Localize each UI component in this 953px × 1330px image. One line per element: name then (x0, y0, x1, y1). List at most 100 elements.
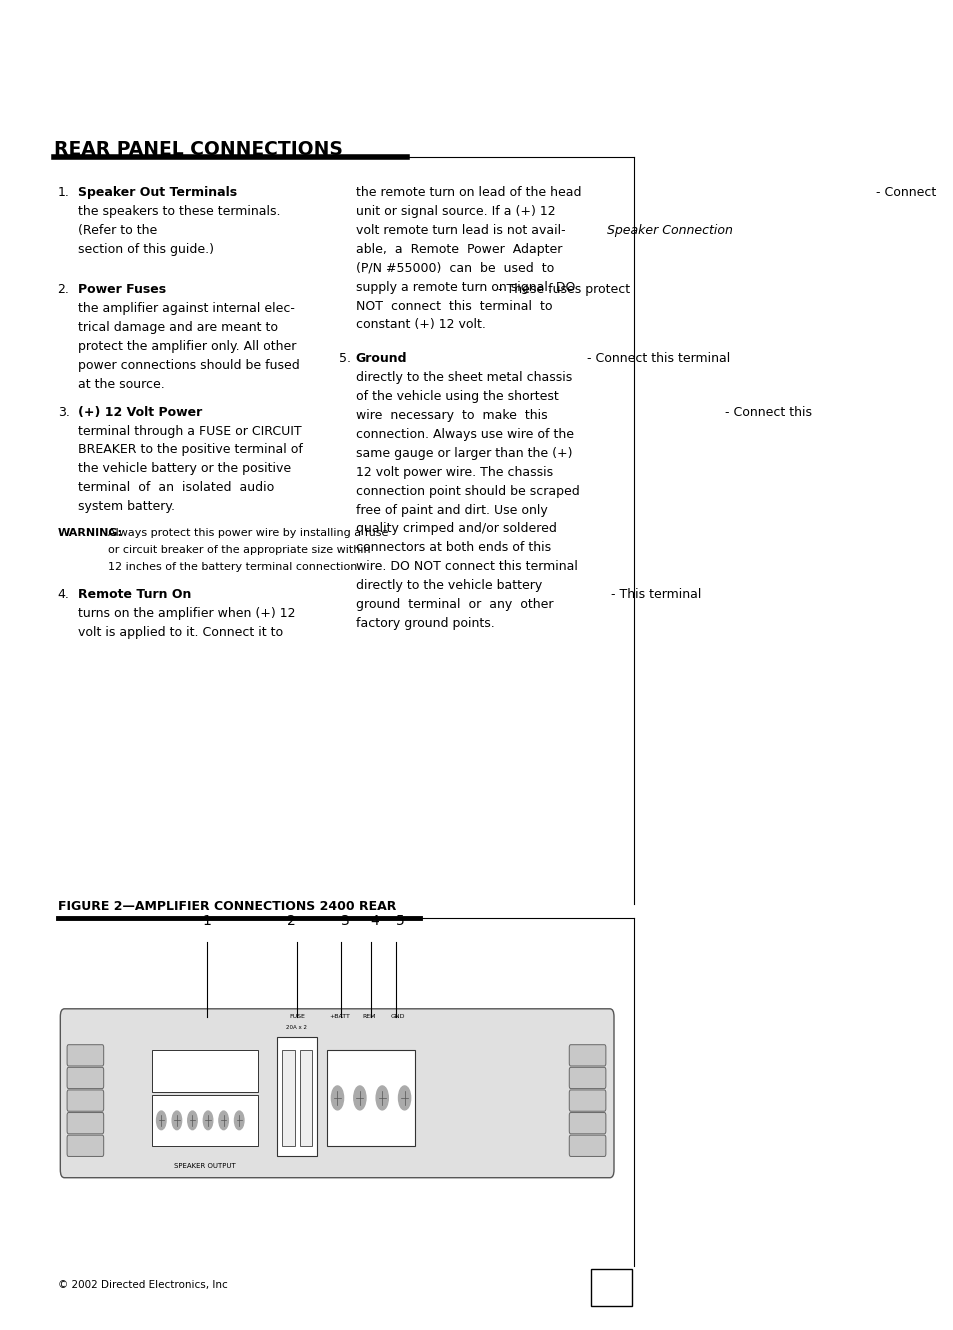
Text: Remote Turn On: Remote Turn On (78, 588, 192, 601)
Bar (326, 1051, 415, 1146)
Bar (276, 1037, 316, 1157)
Text: FUSE: FUSE (289, 1015, 304, 1019)
Text: +BATT: +BATT (330, 1015, 351, 1019)
Text: 3.: 3. (57, 406, 70, 419)
Text: BREAKER to the positive terminal of: BREAKER to the positive terminal of (78, 443, 302, 456)
Text: 3: 3 (341, 914, 350, 928)
Text: section of this guide.): section of this guide.) (78, 243, 213, 255)
Bar (152, 1051, 257, 1092)
Text: GND: GND (390, 1015, 405, 1019)
Text: factory ground points.: factory ground points. (355, 617, 494, 630)
Text: power connections should be fused: power connections should be fused (78, 359, 299, 372)
Text: 4: 4 (370, 914, 378, 928)
Circle shape (172, 1111, 181, 1129)
Text: - These fuses protect: - These fuses protect (494, 283, 629, 297)
Bar (152, 1095, 257, 1146)
Text: connection point should be scraped: connection point should be scraped (355, 484, 578, 497)
Text: supply a remote turn on signal. DO: supply a remote turn on signal. DO (355, 281, 575, 294)
Text: directly to the sheet metal chassis: directly to the sheet metal chassis (355, 371, 572, 384)
Text: protect the amplifier only. All other: protect the amplifier only. All other (78, 340, 296, 352)
FancyBboxPatch shape (569, 1134, 605, 1157)
FancyBboxPatch shape (569, 1091, 605, 1112)
Text: able,  a  Remote  Power  Adapter: able, a Remote Power Adapter (355, 243, 561, 255)
Text: connection. Always use wire of the: connection. Always use wire of the (355, 428, 573, 442)
Text: Speaker Connection: Speaker Connection (607, 223, 733, 237)
Text: (P/N #55000)  can  be  used  to: (P/N #55000) can be used to (355, 262, 554, 275)
Circle shape (354, 1085, 366, 1109)
Text: - L +: - L + (166, 1076, 181, 1081)
Text: © 2002 Directed Electronics, Inc: © 2002 Directed Electronics, Inc (57, 1279, 227, 1290)
Text: 7: 7 (606, 1281, 615, 1294)
Bar (282, 1051, 294, 1146)
Text: same gauge or larger than the (+): same gauge or larger than the (+) (355, 447, 572, 460)
Text: terminal  of  an  isolated  audio: terminal of an isolated audio (78, 481, 274, 495)
Text: 20A x 2: 20A x 2 (286, 1025, 307, 1031)
Text: volt remote turn lead is not avail-: volt remote turn lead is not avail- (355, 223, 565, 237)
Text: REM: REM (362, 1015, 375, 1019)
FancyBboxPatch shape (569, 1112, 605, 1133)
Text: (Refer to the: (Refer to the (78, 223, 161, 237)
Circle shape (234, 1111, 244, 1129)
Text: of the vehicle using the shortest: of the vehicle using the shortest (355, 390, 558, 403)
Text: - Connect this: - Connect this (720, 406, 811, 419)
Text: the remote turn on lead of the head: the remote turn on lead of the head (355, 186, 580, 200)
Text: 12 inches of the battery terminal connection.: 12 inches of the battery terminal connec… (109, 563, 361, 572)
Text: - This terminal: - This terminal (607, 588, 701, 601)
Text: wire. DO NOT connect this terminal: wire. DO NOT connect this terminal (355, 560, 578, 573)
Text: Ground: Ground (355, 352, 407, 366)
FancyBboxPatch shape (67, 1091, 104, 1112)
FancyBboxPatch shape (67, 1134, 104, 1157)
Text: - R +: - R + (226, 1076, 242, 1081)
Text: volt is applied to it. Connect it to: volt is applied to it. Connect it to (78, 625, 283, 638)
Text: the amplifier against internal elec-: the amplifier against internal elec- (78, 302, 294, 315)
Text: — BRIDGED —: — BRIDGED — (182, 1060, 228, 1065)
Text: wire  necessary  to  make  this: wire necessary to make this (355, 410, 547, 422)
Text: the speakers to these terminals.: the speakers to these terminals. (78, 205, 280, 218)
Text: - Connect: - Connect (871, 186, 935, 200)
Text: or circuit breaker of the appropriate size within: or circuit breaker of the appropriate si… (109, 545, 371, 555)
Text: quality crimped and/or soldered: quality crimped and/or soldered (355, 523, 557, 536)
Text: trical damage and are meant to: trical damage and are meant to (78, 321, 277, 334)
FancyBboxPatch shape (67, 1067, 104, 1088)
Text: ground  terminal  or  any  other: ground terminal or any other (355, 598, 553, 610)
Circle shape (188, 1111, 197, 1129)
Circle shape (203, 1111, 213, 1129)
Text: 12 volt power wire. The chassis: 12 volt power wire. The chassis (355, 465, 553, 479)
Circle shape (375, 1085, 388, 1109)
Text: WARNING:: WARNING: (57, 528, 123, 539)
Circle shape (156, 1111, 166, 1129)
Bar (590, 1269, 631, 1306)
Text: 4.: 4. (57, 588, 70, 601)
Text: Always protect this power wire by installing a fuse: Always protect this power wire by instal… (109, 528, 389, 539)
Text: 2.: 2. (57, 283, 70, 297)
Bar (299, 1051, 312, 1146)
Text: SPEAKER OUTPUT: SPEAKER OUTPUT (174, 1162, 235, 1169)
Text: 5: 5 (395, 914, 404, 928)
Text: Speaker Out Terminals: Speaker Out Terminals (78, 186, 236, 200)
FancyBboxPatch shape (569, 1067, 605, 1088)
Text: (+) 12 Volt Power: (+) 12 Volt Power (78, 406, 202, 419)
Text: at the source.: at the source. (78, 378, 165, 391)
Text: NOT  connect  this  terminal  to: NOT connect this terminal to (355, 299, 552, 313)
Text: constant (+) 12 volt.: constant (+) 12 volt. (355, 318, 485, 331)
Text: unit or signal source. If a (+) 12: unit or signal source. If a (+) 12 (355, 205, 555, 218)
Text: system battery.: system battery. (78, 500, 174, 513)
Text: 1: 1 (202, 914, 211, 928)
Text: terminal through a FUSE or CIRCUIT: terminal through a FUSE or CIRCUIT (78, 424, 301, 438)
Text: REAR PANEL CONNECTIONS: REAR PANEL CONNECTIONS (54, 140, 343, 158)
Circle shape (218, 1111, 228, 1129)
Text: Power Fuses: Power Fuses (78, 283, 166, 297)
Text: directly to the vehicle battery: directly to the vehicle battery (355, 579, 541, 592)
Text: 2: 2 (287, 914, 295, 928)
Text: - Connect this terminal: - Connect this terminal (582, 352, 729, 366)
Text: 5.: 5. (338, 352, 351, 366)
Text: connectors at both ends of this: connectors at both ends of this (355, 541, 550, 555)
FancyBboxPatch shape (67, 1112, 104, 1133)
FancyBboxPatch shape (67, 1045, 104, 1067)
Text: FIGURE 2—AMPLIFIER CONNECTIONS 2400 REAR: FIGURE 2—AMPLIFIER CONNECTIONS 2400 REAR (57, 900, 395, 914)
Text: 1.: 1. (57, 186, 70, 200)
Text: free of paint and dirt. Use only: free of paint and dirt. Use only (355, 504, 547, 516)
FancyBboxPatch shape (569, 1045, 605, 1067)
Text: turns on the amplifier when (+) 12: turns on the amplifier when (+) 12 (78, 606, 295, 620)
Text: the vehicle battery or the positive: the vehicle battery or the positive (78, 463, 291, 475)
